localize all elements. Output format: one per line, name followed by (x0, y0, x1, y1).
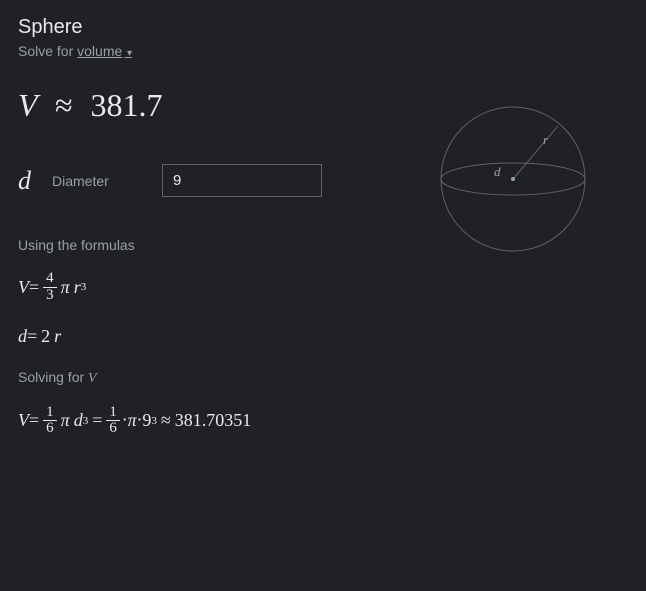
sphere-svg: r d (428, 94, 598, 264)
formula-derivation: V= 16 πd3 = 16 ⋅π⋅93 ≈381.70351 (18, 405, 628, 438)
page-title: Sphere (18, 16, 628, 39)
result-value: 381.7 (91, 87, 163, 123)
diameter-label: Diameter (52, 173, 162, 189)
diameter-input[interactable] (162, 164, 322, 197)
formula-volume: V= 43 πr3 (18, 271, 628, 304)
solve-for-label: Solve for (18, 43, 77, 59)
diameter-diagram-label: d (494, 164, 501, 179)
input-diagram-row: d Diameter r d (18, 164, 628, 197)
chevron-down-icon: ▾ (124, 48, 132, 59)
diameter-symbol: d (18, 166, 46, 196)
radius-label: r (543, 132, 549, 147)
diameter-input-group: d Diameter (18, 164, 322, 197)
solve-for-row: Solve for volume ▾ (18, 43, 628, 59)
solving-header: Solving for V (18, 369, 628, 387)
formula-diameter: d=2r (18, 326, 628, 347)
sphere-diagram: r d (428, 94, 598, 269)
result-variable: V (18, 87, 37, 123)
approx-symbol: ≈ (55, 87, 73, 123)
solve-for-dropdown[interactable]: volume ▾ (77, 43, 132, 59)
